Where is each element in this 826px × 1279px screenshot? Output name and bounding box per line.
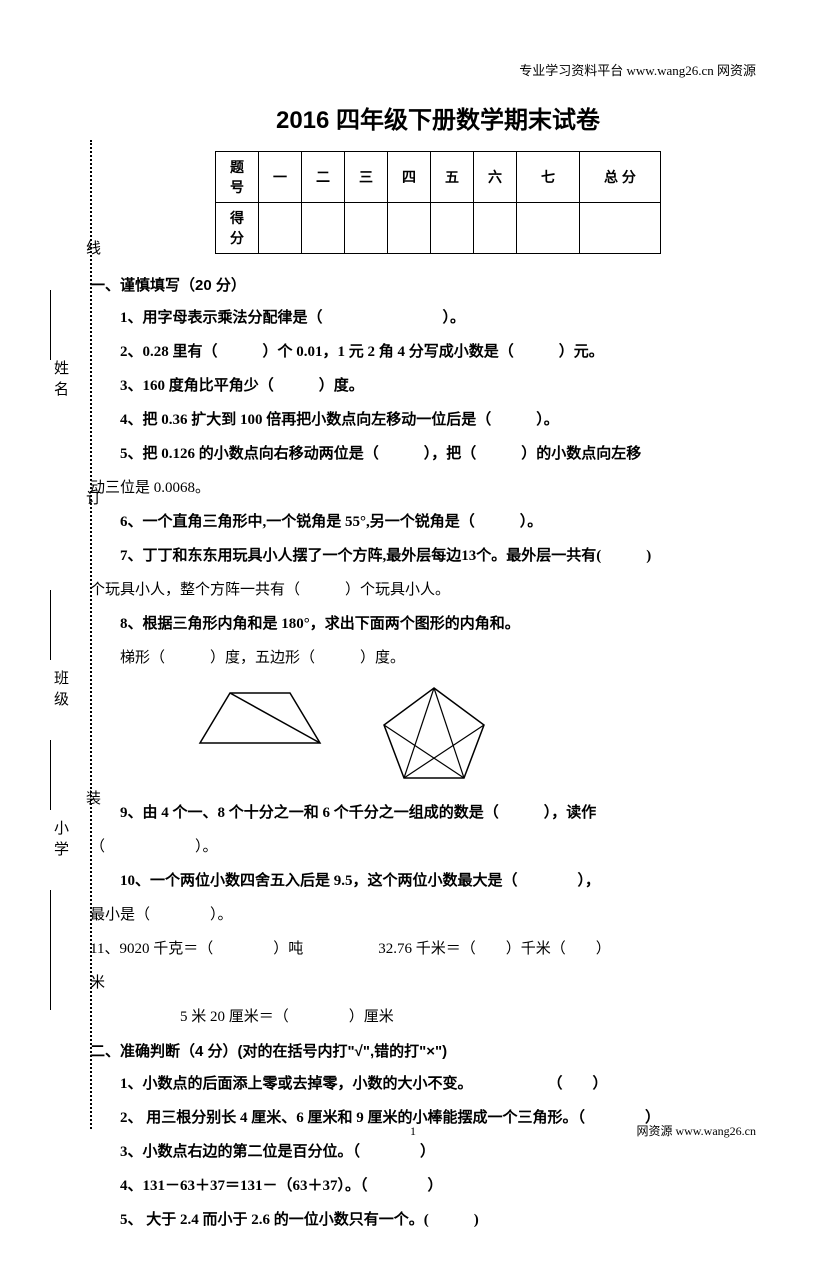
question: 4、131－63＋37＝131－（63＋37）。（ ） bbox=[120, 1171, 756, 1201]
pentagon-shape bbox=[384, 688, 484, 778]
binding-margin: 线 订 装 姓名 班级 小学 bbox=[40, 140, 110, 1129]
binding-dotted-line bbox=[90, 140, 92, 1129]
pentagon-diagonal bbox=[384, 725, 464, 778]
question-sub: 5 米 20 厘米＝（ ）厘米 bbox=[180, 1002, 756, 1032]
row-label: 得分 bbox=[216, 203, 259, 254]
pentagon-diagonal bbox=[434, 688, 464, 778]
question: 7、丁丁和东东用玩具小人摆了一个方阵,最外层每边13个。最外层一共有( ) bbox=[120, 541, 756, 571]
header-source: 专业学习资料平台 www.wang26.cn 网资源 bbox=[519, 60, 756, 79]
binding-label-zhuang: 装 bbox=[82, 790, 103, 805]
score-cell bbox=[580, 203, 661, 254]
class-label: 班级 bbox=[50, 670, 71, 712]
question-text: 2、0.28 里有（ ）个 0.01，1 元 2 角 4 分写成小数是（ ）元。 bbox=[120, 344, 604, 360]
question-text: 3、160 度角比平角少（ ）度。 bbox=[120, 378, 364, 394]
trapezoid-shape bbox=[200, 693, 320, 743]
col-header: 四 bbox=[388, 152, 431, 203]
question-text: 8、根据三角形内角和是 180°，求出下面两个图形的内角和。 bbox=[120, 616, 520, 632]
question-text: 4、131－63＋37＝131－（63＋37）。（ ） bbox=[120, 1178, 443, 1194]
binding-line bbox=[50, 890, 52, 1010]
figures-container bbox=[180, 683, 756, 788]
col-header: 二 bbox=[302, 152, 345, 203]
trapezoid-diagonal bbox=[230, 693, 320, 743]
question-sub: 梯形（ ）度，五边形（ ）度。 bbox=[120, 643, 756, 673]
question: 1、小数点的后面添上零或去掉零，小数的大小不变。 （ ） bbox=[120, 1069, 756, 1099]
question-text: 4、把 0.36 扩大到 100 倍再把小数点向左移动一位后是（ ）。 bbox=[120, 412, 559, 428]
question: 9、由 4 个一、8 个十分之一和 6 个千分之一组成的数是（ ），读作 bbox=[120, 798, 756, 828]
score-cell bbox=[388, 203, 431, 254]
question: 2、0.28 里有（ ）个 0.01，1 元 2 角 4 分写成小数是（ ）元。 bbox=[120, 337, 756, 367]
question-text: 10、一个两位小数四舍五入后是 9.5，这个两位小数最大是（ ）， bbox=[120, 873, 600, 889]
col-header: 五 bbox=[431, 152, 474, 203]
table-row: 题号 一 二 三 四 五 六 七 总 分 bbox=[216, 152, 661, 203]
question-text: 1、小数点的后面添上零或去掉零，小数的大小不变。 （ ） bbox=[120, 1076, 608, 1092]
score-cell bbox=[345, 203, 388, 254]
col-header: 六 bbox=[474, 152, 517, 203]
score-cell bbox=[302, 203, 345, 254]
question: 5、 大于 2.4 而小于 2.6 的一位小数只有一个。( ) bbox=[120, 1205, 756, 1235]
row-label: 题号 bbox=[216, 152, 259, 203]
question-text: 3、小数点右边的第二位是百分位。（ ） bbox=[120, 1144, 435, 1160]
score-cell bbox=[474, 203, 517, 254]
section-heading: 二、准确判断（4 分）(对的在括号内打"√",错的打"×") bbox=[90, 1040, 756, 1061]
pentagon-diagonal bbox=[404, 688, 434, 778]
question: 1、用字母表示乘法分配律是（ ）。 bbox=[120, 303, 756, 333]
name-line bbox=[50, 290, 52, 360]
question: 5、把 0.126 的小数点向右移动两位是（ ），把（ ）的小数点向左移 bbox=[120, 439, 756, 469]
question-continuation: 个玩具小人，整个方阵一共有（ ）个玩具小人。 bbox=[90, 575, 756, 605]
pentagon-figure bbox=[374, 683, 504, 788]
question-text: 7、丁丁和东东用玩具小人摆了一个方阵,最外层每边13个。最外层一共有( ) bbox=[120, 548, 651, 564]
question: 4、把 0.36 扩大到 100 倍再把小数点向左移动一位后是（ ）。 bbox=[120, 405, 756, 435]
question-text: 1、用字母表示乘法分配律是（ ）。 bbox=[120, 310, 465, 326]
question: 3、160 度角比平角少（ ）度。 bbox=[120, 371, 756, 401]
question-text: 6、一个直角三角形中,一个锐角是 55°,另一个锐角是（ ）。 bbox=[120, 514, 542, 530]
score-table: 题号 一 二 三 四 五 六 七 总 分 得分 bbox=[215, 151, 661, 254]
question-continuation: （ ）。 bbox=[90, 832, 756, 862]
question-continuation: 米 bbox=[90, 968, 756, 998]
col-header: 总 分 bbox=[580, 152, 661, 203]
section-heading: 一、谨慎填写（20 分） bbox=[90, 274, 756, 295]
school-line bbox=[50, 740, 52, 810]
question: 10、一个两位小数四舍五入后是 9.5，这个两位小数最大是（ ）， bbox=[120, 866, 756, 896]
school-label: 小学 bbox=[50, 820, 71, 862]
question-continuation: 动三位是 0.0068。 bbox=[90, 473, 756, 503]
student-name-label: 姓名 bbox=[50, 360, 71, 402]
footer-source: 网资源 www.wang26.cn bbox=[636, 1122, 756, 1139]
question: 6、一个直角三角形中,一个锐角是 55°,另一个锐角是（ ）。 bbox=[120, 507, 756, 537]
col-header: 三 bbox=[345, 152, 388, 203]
question-continuation: 最小是（ ）。 bbox=[90, 900, 756, 930]
class-line bbox=[50, 590, 52, 660]
pentagon-diagonal bbox=[404, 725, 484, 778]
question-text: 5、把 0.126 的小数点向右移动两位是（ ），把（ ）的小数点向左移 bbox=[120, 446, 641, 462]
binding-label-ding: 订 bbox=[82, 490, 103, 505]
col-header: 七 bbox=[517, 152, 580, 203]
table-row: 得分 bbox=[216, 203, 661, 254]
footer: 1 网资源 www.wang26.cn bbox=[0, 1124, 826, 1139]
question: 8、根据三角形内角和是 180°，求出下面两个图形的内角和。 bbox=[120, 609, 756, 639]
score-cell bbox=[517, 203, 580, 254]
question-text: 5、 大于 2.4 而小于 2.6 的一位小数只有一个。( ) bbox=[120, 1212, 479, 1228]
question: 11、9020 千克＝（ ）吨 32.76 千米＝（ ）千米（ ） bbox=[90, 934, 756, 964]
score-cell bbox=[431, 203, 474, 254]
question: 3、小数点右边的第二位是百分位。（ ） bbox=[120, 1137, 756, 1167]
trapezoid-figure bbox=[180, 683, 340, 753]
question-text: 9、由 4 个一、8 个十分之一和 6 个千分之一组成的数是（ ），读作 bbox=[120, 805, 596, 821]
score-cell bbox=[259, 203, 302, 254]
page-title: 2016 四年级下册数学期末试卷 bbox=[120, 100, 756, 135]
binding-label-xian: 线 bbox=[82, 240, 103, 255]
col-header: 一 bbox=[259, 152, 302, 203]
